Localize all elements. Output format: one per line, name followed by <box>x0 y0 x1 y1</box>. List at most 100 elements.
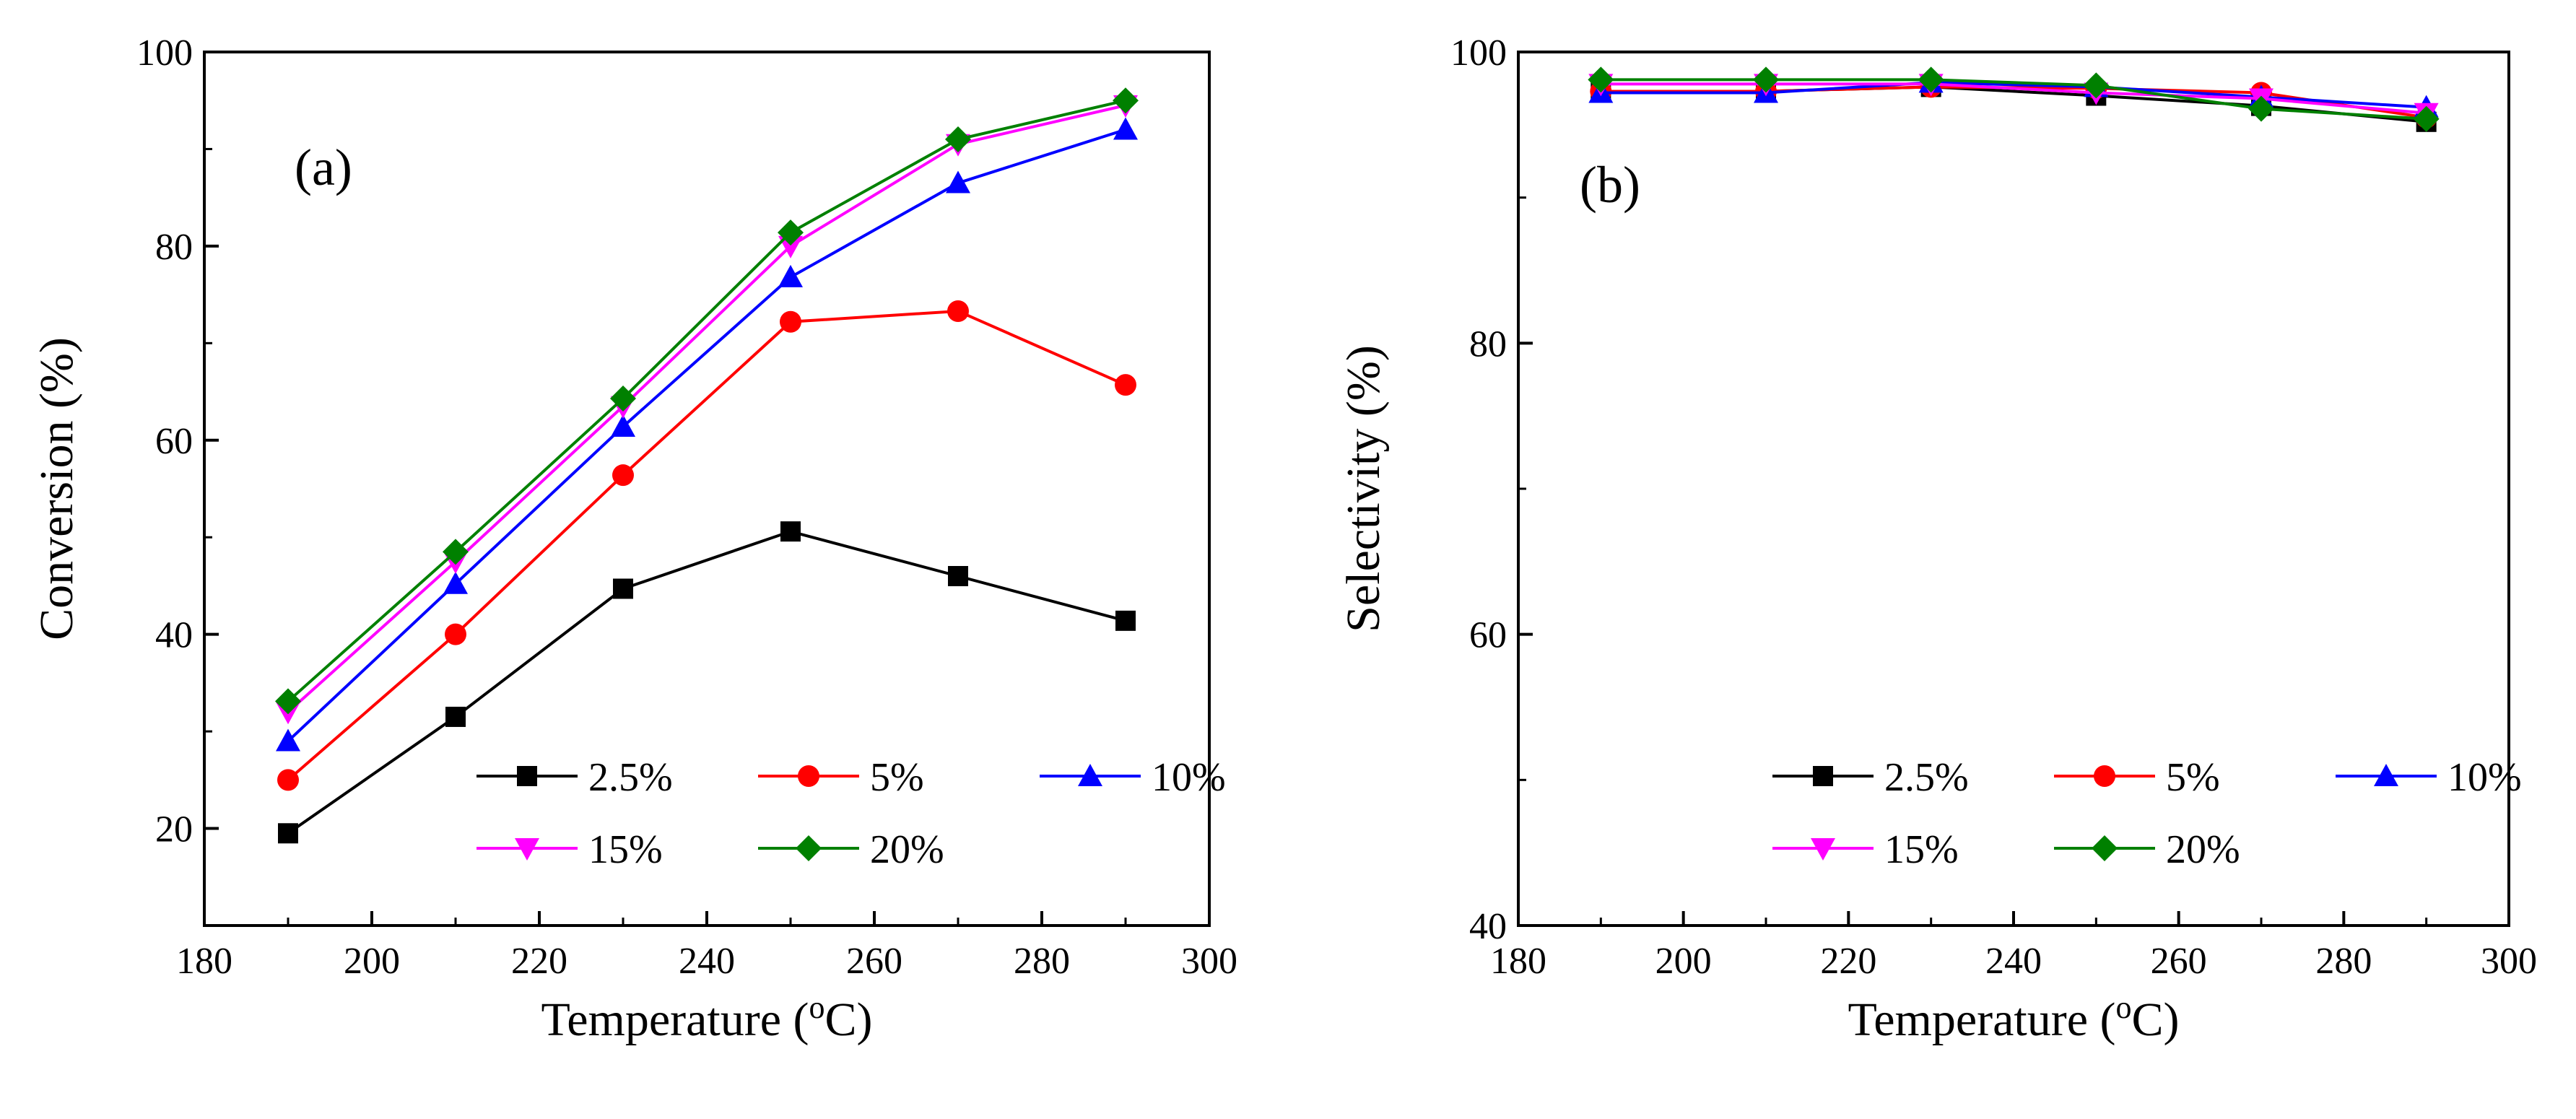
data-point <box>443 539 469 565</box>
legend-label: 5% <box>2166 755 2220 800</box>
panel-label: (a) <box>295 139 352 196</box>
y-tick-label: 100 <box>136 32 193 74</box>
legend-item: 2.5% <box>1772 755 1969 800</box>
series-line <box>1601 81 2427 109</box>
x-tick-label: 200 <box>344 941 400 982</box>
legend-label: 20% <box>870 827 944 872</box>
x-tick-label: 280 <box>1014 941 1070 982</box>
data-point <box>945 126 971 152</box>
data-point <box>445 623 466 645</box>
y-tick-label: 20 <box>155 809 193 850</box>
data-point <box>1753 66 1779 93</box>
x-axis-title: Temperature (oC) <box>1848 990 2180 1047</box>
series-line <box>287 530 1126 835</box>
data-point <box>947 300 969 322</box>
legend-item: 15% <box>477 827 663 872</box>
legend-item: 5% <box>758 755 924 800</box>
legend-item: 20% <box>758 827 944 872</box>
series-2.5% <box>278 521 1136 844</box>
data-point <box>946 170 970 193</box>
x-axis-title: Temperature (oC) <box>541 990 873 1047</box>
legend-marker <box>2094 765 2115 787</box>
data-point <box>612 464 634 487</box>
chart-panel-a: 180 200 220 240 260 280 300 20 40 60 80 100 Temperat… <box>30 32 1237 1046</box>
legend-label: 5% <box>870 755 924 800</box>
series-10% <box>276 117 1138 752</box>
data-point <box>277 769 299 791</box>
series-line <box>287 309 1126 781</box>
legend-item: 5% <box>2054 755 2220 800</box>
legend-label: 15% <box>1884 827 1959 872</box>
legend-item: 10% <box>1040 755 1226 800</box>
data-point <box>948 566 968 586</box>
data-point <box>1113 117 1138 140</box>
series-line <box>1601 78 2427 121</box>
y-tick-label: 40 <box>1469 906 1507 947</box>
data-point <box>1113 87 1139 114</box>
series-20% <box>1588 66 2440 132</box>
x-tick-label: 200 <box>1655 941 1712 982</box>
panel-label: (b) <box>1580 156 1640 214</box>
data-point <box>1588 66 1614 93</box>
legend-label: 15% <box>588 827 663 872</box>
data-point <box>275 688 301 715</box>
y-tick-label: 60 <box>1469 615 1507 656</box>
legend-marker <box>2374 764 2398 786</box>
legend-marker <box>1811 838 1835 861</box>
data-point <box>1115 610 1136 631</box>
x-tick-label: 300 <box>1181 941 1237 982</box>
x-tick-label: 220 <box>511 941 567 982</box>
legend-marker <box>1813 766 1833 786</box>
legend-item: 15% <box>1772 827 1959 872</box>
data-point <box>780 521 801 542</box>
series-20% <box>275 87 1139 715</box>
x-tick-label: 300 <box>2481 941 2537 982</box>
y-axis-title: Selectivity (%) <box>1337 345 1390 632</box>
legend-label: 2.5% <box>588 755 673 800</box>
legend-marker <box>796 835 822 861</box>
plot-frame <box>203 51 1211 927</box>
data-point <box>443 571 468 594</box>
legend: 2.5% 5% 10% 15% 20% <box>477 755 1226 872</box>
y-axis-title: Conversion (%) <box>30 337 83 640</box>
data-point <box>611 414 635 437</box>
legend-marker <box>517 766 537 786</box>
data-point <box>2248 95 2274 122</box>
y-tick-label: 80 <box>155 227 193 268</box>
legend: 2.5% 5% 10% 15% 20% <box>1772 755 2522 872</box>
data-point <box>2083 72 2110 99</box>
legend-marker <box>515 838 539 861</box>
data-point <box>278 823 298 844</box>
legend-marker <box>2092 835 2118 861</box>
data-point <box>2413 105 2440 132</box>
data-point <box>610 385 636 412</box>
data-point <box>613 578 633 599</box>
y-tick-label: 40 <box>155 615 193 656</box>
x-tick-label: 180 <box>1490 941 1546 982</box>
x-tick-label: 240 <box>1985 941 2042 982</box>
y-tick-label: 100 <box>1450 32 1507 74</box>
x-tick-label: 280 <box>2315 941 2372 982</box>
chart-panel-b: 180 200 220 240 260 280 300 40 60 80 100 Temperatur… <box>1337 32 2537 1046</box>
data-point <box>780 310 801 333</box>
legend-item: 20% <box>2054 827 2240 872</box>
series-line <box>287 99 1126 702</box>
y-tick-label: 80 <box>1469 323 1507 365</box>
x-tick-label: 240 <box>679 941 735 982</box>
series-5% <box>277 300 1136 791</box>
series-line <box>287 103 1126 713</box>
legend-item: 2.5% <box>477 755 673 800</box>
data-point <box>1115 374 1136 396</box>
data-point <box>778 264 803 287</box>
series-line <box>287 128 1126 743</box>
x-tick-label: 180 <box>176 941 232 982</box>
data-point <box>276 728 300 752</box>
legend-marker <box>1078 764 1102 786</box>
x-tick-label: 220 <box>1820 941 1876 982</box>
legend-label: 20% <box>2166 827 2240 872</box>
data-point <box>778 235 803 258</box>
data-point <box>778 219 804 246</box>
x-tick-label: 260 <box>2151 941 2207 982</box>
legend-marker <box>798 765 819 787</box>
